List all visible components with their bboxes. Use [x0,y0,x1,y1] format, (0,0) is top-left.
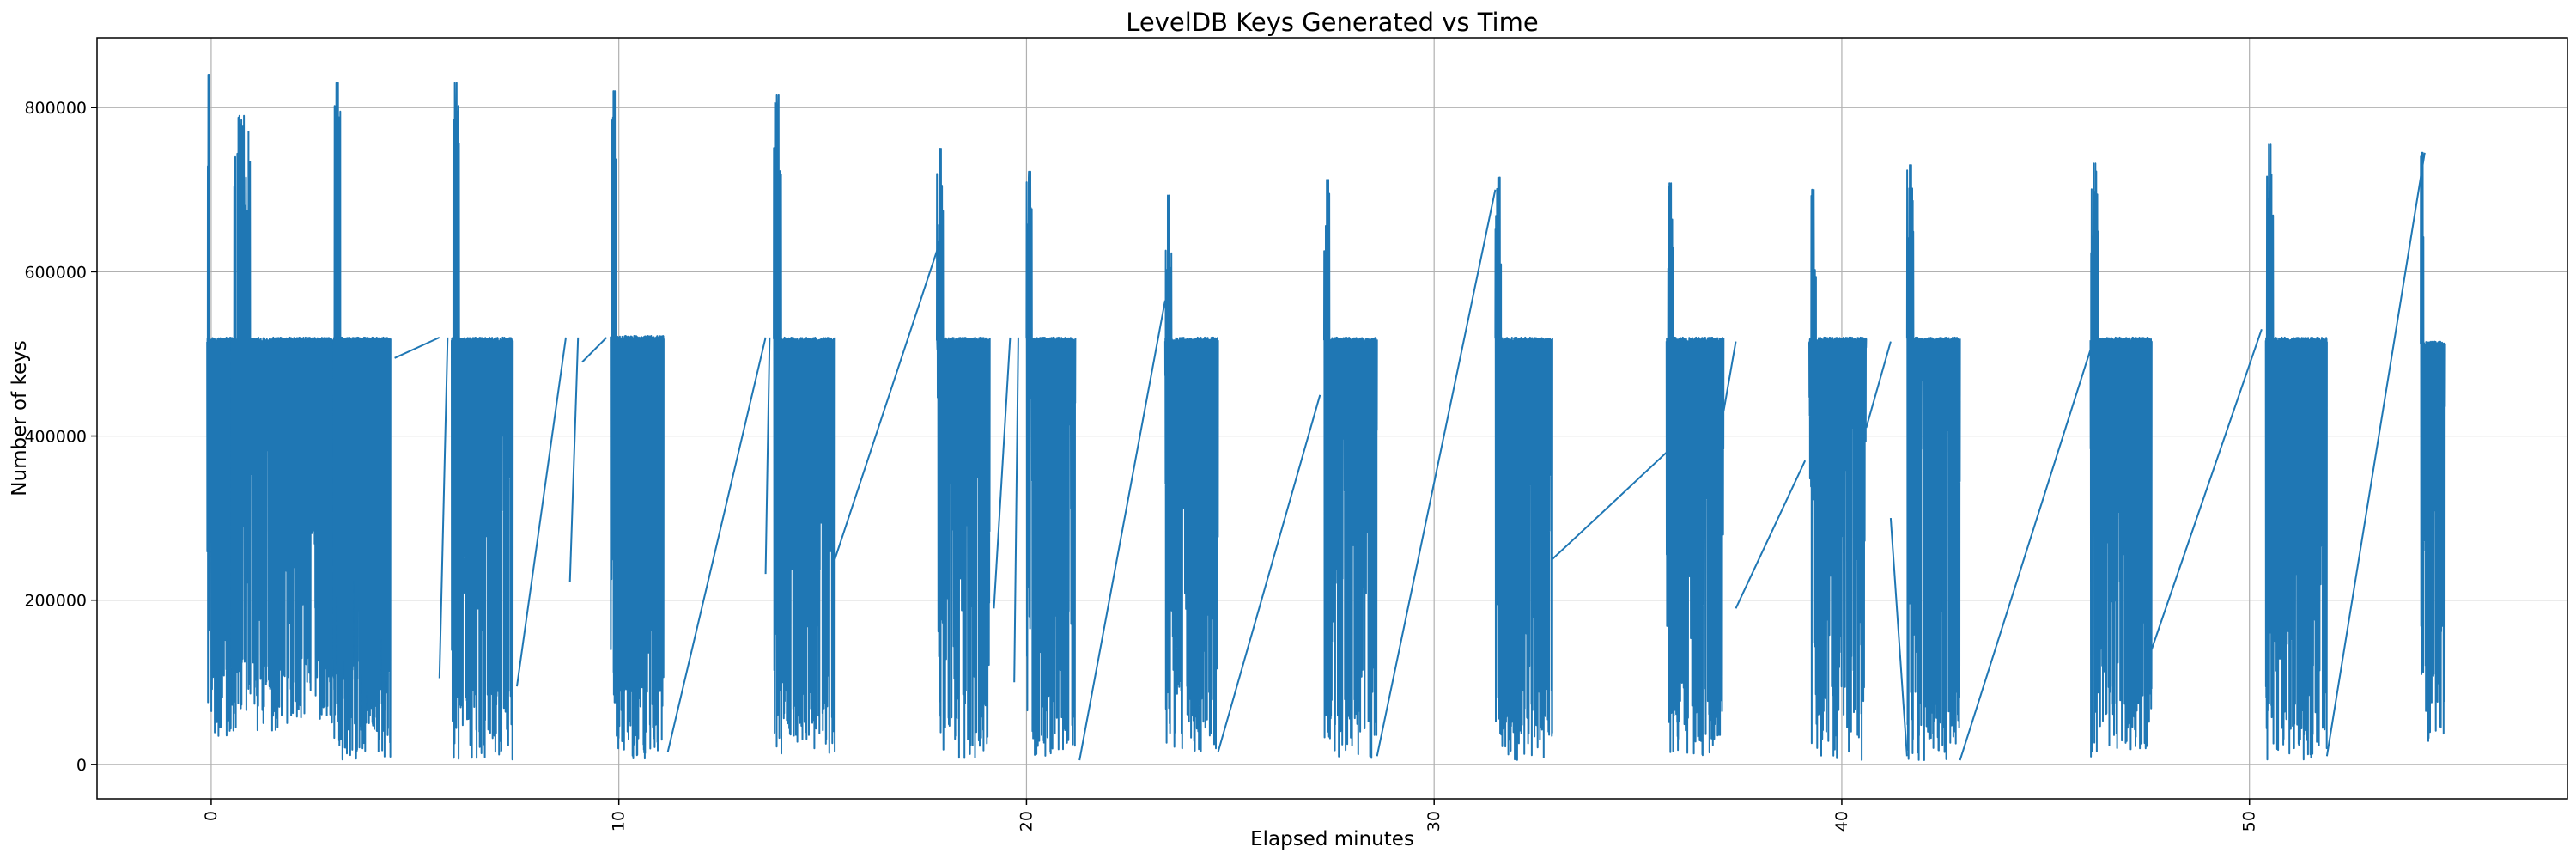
series-connector-4 [581,337,608,363]
series-connector-10 [1078,300,1166,761]
series-connector-3 [568,337,580,582]
series-connector-7 [834,238,942,560]
series-connector-18 [1959,349,2092,761]
series-burst-14 [2089,162,2153,758]
plot-frame [96,37,2568,800]
series-connector-8 [993,337,1012,609]
series-burst-16 [2420,151,2446,742]
series-burst-5 [773,94,836,755]
y-tick-label: 600000 [24,263,87,282]
series-connector-14 [1722,341,1737,412]
y-tick-label: 200000 [24,592,87,611]
series-connector-12 [1376,189,1497,757]
series-burst-3 [451,82,514,761]
x-tick-label: 50 [2240,811,2259,832]
series-burst-0 [206,74,233,737]
series-connector-2 [516,337,567,687]
series-connector-17 [1889,518,1908,757]
series-connector-6 [764,337,771,575]
series-burst-10 [1494,176,1553,761]
x-tick-label: 0 [202,811,221,821]
x-tick-label: 20 [1017,811,1036,832]
x-tick-label: 30 [1425,811,1443,832]
series-burst-7 [1025,170,1077,757]
series-connector-9 [1013,337,1019,683]
axis-ticks: 0 10 20 30 40 50 0 200000 400000 600000 800000 [24,99,2258,832]
series-connector-19 [2150,328,2263,650]
series-burst-11 [1665,182,1725,757]
x-tick-label: 40 [1832,811,1851,832]
series-connector-11 [1217,394,1321,752]
series-connector-20 [2325,152,2426,757]
y-tick-label: 400000 [24,428,87,447]
series-connector-13 [1552,451,1668,560]
series-burst-8 [1163,194,1219,752]
series-keys-generated [206,74,2446,761]
series-burst-13 [1905,164,1961,761]
series-connector-1 [438,337,449,679]
series-burst-6 [936,148,991,759]
series-burst-2 [332,82,392,761]
series-connector-5 [666,337,767,752]
y-tick-label: 800000 [24,99,87,118]
series-burst-9 [1323,179,1378,759]
x-tick-label: 10 [610,811,629,832]
x-axis-label: Elapsed minutes [1250,828,1414,850]
series-burst-4 [610,90,665,760]
y-tick-label: 0 [76,756,87,775]
chart-title: LevelDB Keys Generated vs Time [1126,8,1538,37]
y-axis-label: Number of keys [9,340,31,496]
series-burst-12 [1808,188,1868,761]
series-connector-0 [394,336,440,359]
series-connector-15 [1735,460,1807,609]
series-burst-15 [2264,143,2328,761]
series-connector-16 [1865,341,1892,429]
